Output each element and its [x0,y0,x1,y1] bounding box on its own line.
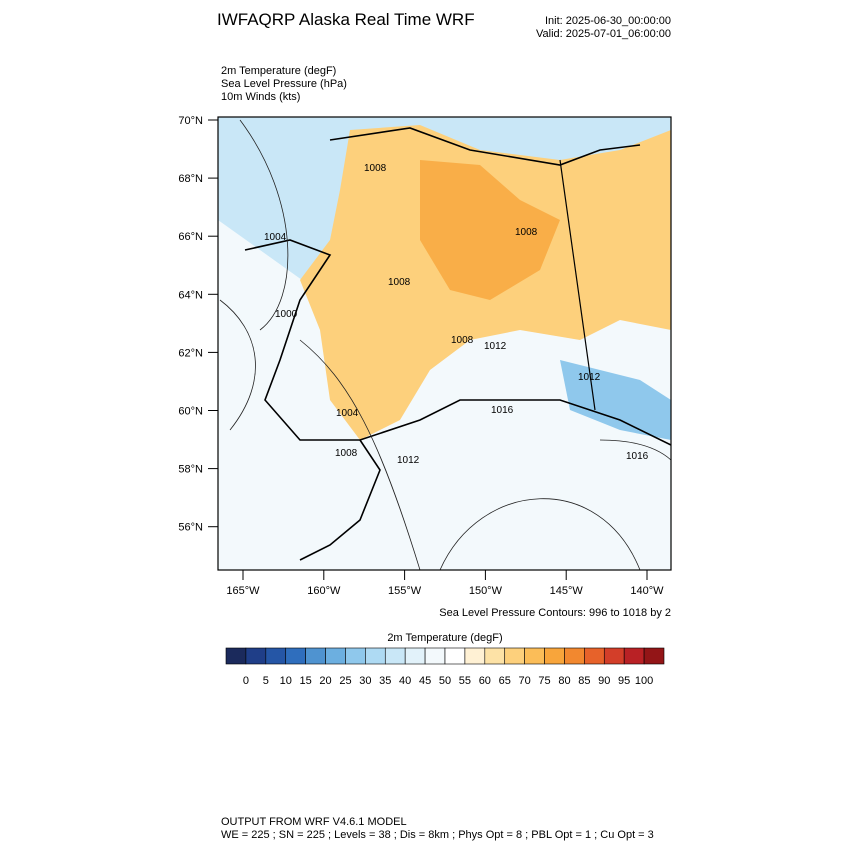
colorbar-tick-label: 20 [319,675,331,687]
lon-label: 140°W [630,585,664,597]
colorbar-tick-label: 65 [499,675,511,687]
contour-label: 1016 [626,451,649,462]
field-label: 10m Winds (kts) [221,91,300,103]
lat-label: 60°N [178,406,203,418]
contour-label: 1008 [451,335,474,346]
colorbar-tick-label: 15 [300,675,312,687]
colorbar-tick-label: 0 [243,675,249,687]
colorbar-box [325,647,346,665]
colorbar-box [564,647,585,665]
colorbar-box [384,647,406,665]
valid-time: Valid: 2025-07-01_06:00:00 [536,28,671,40]
footer: WE = 225 ; SN = 225 ; Levels = 38 ; Dis … [221,829,654,841]
contour-label: 1000 [275,309,298,320]
lat-label: 64°N [178,289,203,301]
contour-label: 1008 [364,163,387,174]
colorbar-box [305,647,326,665]
colorbar-tick-label: 50 [439,675,451,687]
colorbar-box [643,647,665,665]
lon-label: 150°W [469,585,503,597]
contour-label: 1012 [578,372,601,383]
map-frame [217,116,672,571]
colorbar-tick-label: 60 [479,675,491,687]
contour-label: 1004 [264,232,287,243]
colorbar-tick-label: 35 [379,675,391,687]
colorbar-box [285,647,306,665]
colorbar-tick-label: 85 [578,675,590,687]
colorbar-tick-label: 30 [359,675,371,687]
contour-label: 1004 [336,408,359,419]
lat-label: 62°N [178,347,203,359]
lon-label: 165°W [226,585,260,597]
colorbar-box [265,647,287,665]
field-label: 2m Temperature (degF) [221,65,336,77]
colorbar-box [404,647,426,665]
map: 1008 1004 1008 1008 1000 1008 1012 1012 … [218,117,671,570]
colorbar-tick-label: 90 [598,675,610,687]
colorbar-box [365,647,386,665]
colorbar-box [524,647,545,665]
init-time: Init: 2025-06-30_00:00:00 [545,15,671,27]
lat-label: 66°N [178,231,203,243]
lat-label: 58°N [178,464,203,476]
footer: OUTPUT FROM WRF V4.6.1 MODEL [221,816,407,828]
contour-label: 1016 [491,405,514,416]
colorbar-box [504,647,525,665]
lat-label: 68°N [178,173,203,185]
lon-label: 145°W [550,585,584,597]
colorbar-box [345,647,366,665]
colorbar-box [245,647,267,665]
colorbar-tick-label: 95 [618,675,630,687]
colorbar-box [544,647,565,665]
colorbar-box [603,647,625,665]
contour-label: 1008 [335,448,358,459]
title: IWFAQRP Alaska Real Time WRF [217,10,475,29]
colorbar-tick-label: 10 [280,675,292,687]
colorbar-tick-label: 100 [635,675,653,687]
colorbar-tick-label: 70 [519,675,531,687]
lat-label: 56°N [178,522,203,534]
contour-note: Sea Level Pressure Contours: 996 to 1018… [439,607,671,619]
colorbar-title: 2m Temperature (degF) [387,632,502,644]
colorbar-box [225,647,247,665]
colorbar-tick-label: 75 [538,675,550,687]
colorbar-box [623,647,645,665]
colorbar-tick-label: 5 [263,675,269,687]
contour-label: 1008 [515,227,538,238]
colorbar-box [584,647,605,665]
contour-label: 1012 [484,341,507,352]
colorbar-box [464,647,486,665]
lat-label: 70°N [178,115,203,127]
colorbar-box [444,647,466,665]
colorbar-tick-label: 25 [339,675,351,687]
contour-label: 1008 [388,277,411,288]
colorbar-tick-label: 45 [419,675,431,687]
colorbar-box [484,647,506,665]
colorbar-tick-label: 80 [558,675,570,687]
contour-label: 1012 [397,455,420,466]
colorbar-tick-label: 55 [459,675,471,687]
colorbar-tick-label: 40 [399,675,411,687]
field-label: Sea Level Pressure (hPa) [221,78,347,90]
lon-label: 155°W [388,585,422,597]
lon-label: 160°W [307,585,341,597]
colorbar-box [424,647,446,665]
